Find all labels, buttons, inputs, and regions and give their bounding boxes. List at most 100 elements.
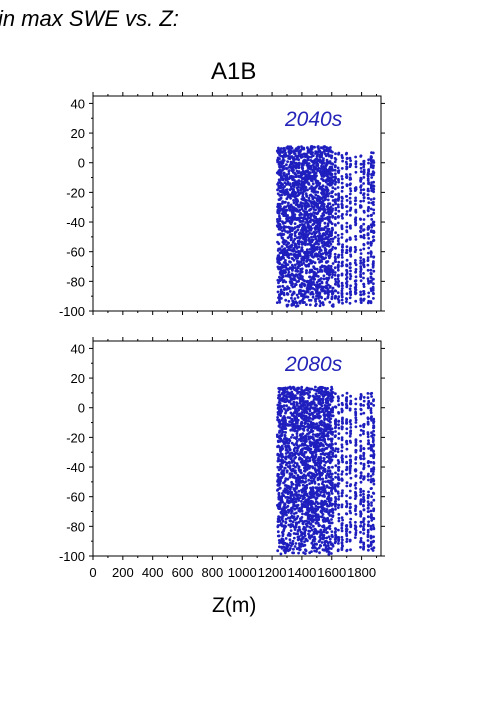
data-point	[349, 190, 352, 193]
data-point	[282, 239, 285, 242]
data-point	[349, 292, 352, 295]
data-point	[310, 448, 313, 451]
data-point	[337, 222, 340, 225]
data-point	[332, 246, 335, 249]
data-point	[281, 200, 284, 203]
data-point	[325, 277, 328, 280]
data-point	[330, 195, 333, 198]
data-point	[363, 160, 366, 163]
data-point	[282, 529, 285, 532]
data-point	[349, 296, 352, 299]
data-point	[309, 194, 312, 197]
data-point	[284, 503, 287, 506]
data-point	[372, 256, 375, 259]
data-point	[370, 218, 373, 221]
data-point	[300, 386, 303, 389]
x-tick-label: 800	[202, 565, 224, 580]
data-point	[281, 534, 284, 537]
data-point	[291, 215, 294, 218]
data-point	[354, 270, 357, 273]
data-point	[321, 264, 324, 267]
data-point	[284, 421, 287, 424]
data-point	[305, 173, 308, 176]
data-point	[334, 193, 337, 196]
data-point	[329, 459, 332, 462]
data-point	[296, 432, 299, 435]
data-point	[277, 411, 280, 414]
data-point	[334, 266, 337, 269]
data-point	[306, 511, 309, 514]
data-point	[323, 526, 326, 529]
data-point	[354, 286, 357, 289]
data-point	[341, 175, 344, 178]
data-point	[367, 175, 370, 178]
data-point	[309, 537, 312, 540]
data-point	[309, 167, 312, 170]
data-point	[281, 245, 284, 248]
data-point	[287, 399, 290, 402]
data-point	[287, 549, 290, 552]
data-point	[300, 540, 303, 543]
data-point	[329, 146, 332, 149]
data-point	[329, 166, 332, 169]
data-point	[319, 460, 322, 463]
data-point	[331, 163, 334, 166]
data-point	[372, 185, 375, 188]
data-point	[286, 496, 289, 499]
data-point	[334, 527, 337, 530]
data-point	[345, 500, 348, 503]
data-point	[372, 174, 375, 177]
data-point	[293, 388, 296, 391]
data-point	[313, 403, 316, 406]
data-point	[337, 269, 340, 272]
data-point	[285, 452, 288, 455]
data-point	[276, 205, 279, 208]
data-point	[312, 407, 315, 410]
data-point	[309, 410, 312, 413]
data-point	[327, 415, 330, 418]
data-point	[322, 196, 325, 199]
data-point	[334, 295, 337, 298]
data-point	[341, 479, 344, 482]
data-point	[291, 294, 294, 297]
data-point	[284, 431, 287, 434]
data-point	[349, 208, 352, 211]
data-point	[329, 527, 332, 530]
data-point	[280, 251, 283, 254]
data-point	[310, 534, 313, 537]
data-point	[284, 437, 287, 440]
data-point	[334, 152, 337, 155]
data-point	[276, 549, 279, 552]
data-point	[311, 418, 314, 421]
data-point	[332, 511, 335, 514]
data-point	[314, 166, 317, 169]
data-point	[311, 500, 314, 503]
data-point	[367, 256, 370, 259]
data-point	[360, 170, 363, 173]
data-point	[277, 407, 280, 410]
data-point	[282, 222, 285, 225]
data-point	[289, 164, 292, 167]
data-point	[346, 276, 349, 279]
data-point	[325, 500, 328, 503]
data-point	[318, 224, 321, 227]
data-point	[334, 188, 337, 191]
data-point	[337, 186, 340, 189]
data-point	[286, 188, 289, 191]
data-point	[327, 172, 330, 175]
data-point	[278, 198, 281, 201]
data-point	[284, 155, 287, 158]
data-point	[296, 280, 299, 283]
data-point	[337, 237, 340, 240]
data-point	[293, 255, 296, 258]
data-point	[321, 448, 324, 451]
data-point	[295, 203, 298, 206]
data-point	[285, 394, 288, 397]
data-point	[330, 297, 333, 300]
data-point	[317, 258, 320, 261]
data-point	[349, 284, 352, 287]
data-point	[287, 442, 290, 445]
data-point	[319, 537, 322, 540]
data-point	[317, 297, 320, 300]
data-point	[362, 261, 365, 264]
